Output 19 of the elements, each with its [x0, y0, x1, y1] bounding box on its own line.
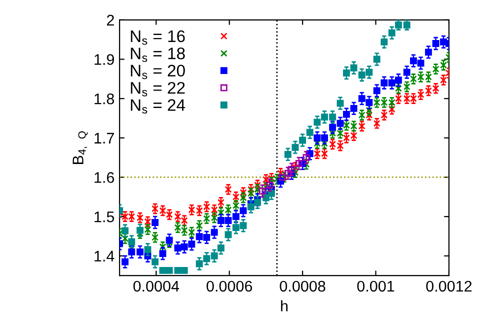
y-tick-label: 1.8 [94, 93, 114, 104]
legend-label: N$_{s}$ = 16 [130, 30, 185, 45]
legend-label: N$_{s}$ = 20 [130, 64, 185, 80]
x-tick-label: 0.0012 [426, 280, 472, 292]
y-tick-label: 1.5 [94, 212, 114, 222]
x-tick-label: 0.0004 [133, 280, 180, 292]
x-tick-label: 0.0006 [206, 280, 252, 292]
y-tick-label: 1.4 [94, 250, 114, 262]
y-tick-label: 1.6 [94, 172, 114, 183]
y-tick-label: 2 [106, 14, 114, 26]
x-tick-label: 0.001 [357, 280, 394, 292]
y-tick-label: 1.7 [94, 132, 114, 144]
legend-label: N$_{s}$ = 24 [130, 99, 186, 114]
legend-label: N$_{s}$ = 18 [130, 48, 185, 62]
y-tick-label: 1.9 [94, 54, 114, 65]
x-tick-label: 0.0008 [280, 280, 326, 292]
x-axis-title: h [281, 300, 288, 312]
legend-label: N$_{s}$ = 22 [130, 82, 185, 96]
y-axis-title: B$_{4, Q}$ [72, 131, 88, 164]
